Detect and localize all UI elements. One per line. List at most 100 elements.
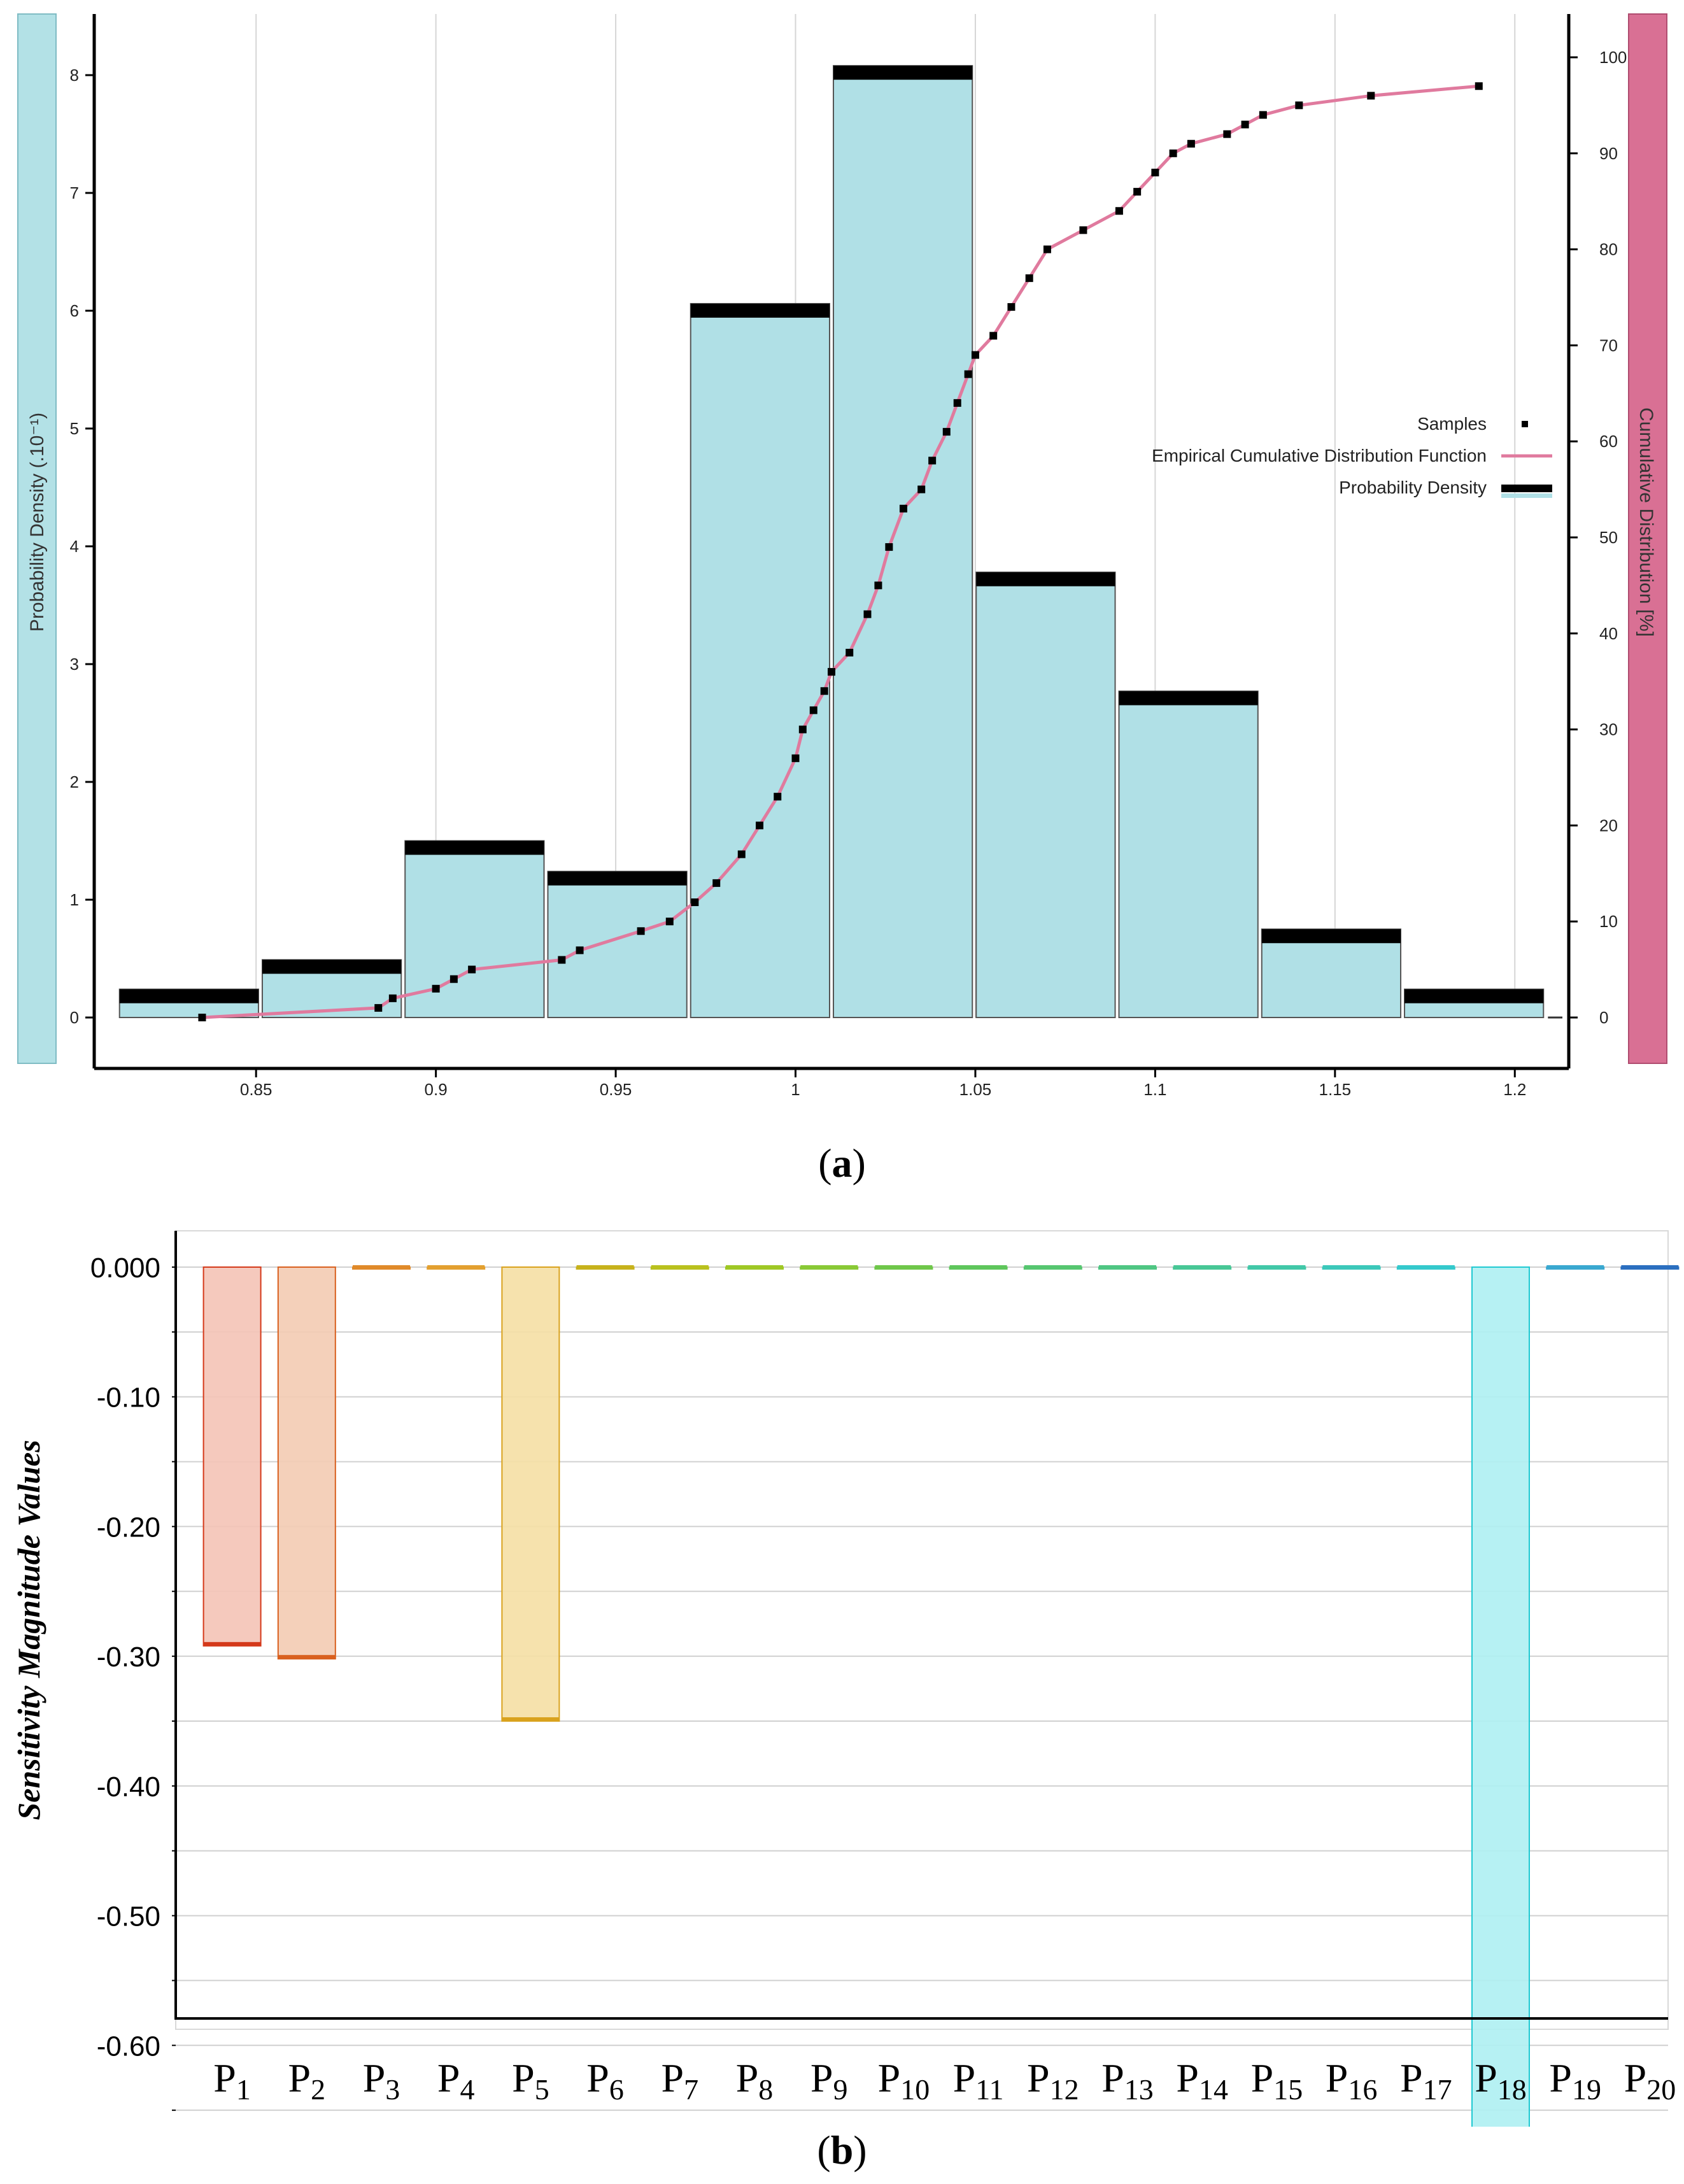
sample-point — [374, 1003, 383, 1012]
x-category-label: P16 — [1326, 2055, 1378, 2106]
sensitivity-bar-edge — [427, 1265, 485, 1269]
histogram-bars — [118, 65, 1562, 1019]
y-left-tick-label: 3 — [70, 655, 79, 674]
sensitivity-bar-edge — [576, 1265, 634, 1269]
sample-point — [1367, 92, 1375, 100]
histogram-bar-cap — [548, 871, 687, 886]
sample-point — [809, 706, 817, 714]
legend-marker-samples — [1522, 421, 1528, 427]
x-tick-label: 1.05 — [959, 1080, 992, 1095]
y-tick-label: 0.000 — [90, 1252, 160, 1284]
x-tick-label: 1.15 — [1319, 1080, 1352, 1095]
x-tick-label: 1.2 — [1503, 1080, 1526, 1095]
sample-point — [388, 994, 397, 1002]
y-left-tick-label: 2 — [70, 772, 79, 791]
sample-point — [828, 668, 835, 676]
y-left-tick-label: 0 — [70, 1008, 79, 1027]
y-tick-label: -0.30 — [97, 1642, 160, 1673]
legend-marker-density-fill — [1501, 493, 1552, 498]
legend: Samples Empirical Cumulative Distributio… — [1152, 414, 1552, 498]
left-axis-band — [17, 13, 57, 1064]
x-category-subscript: 7 — [684, 2073, 698, 2106]
x-category-subscript: 13 — [1124, 2073, 1154, 2106]
sample-point — [1169, 149, 1177, 157]
sample-point — [863, 610, 872, 618]
sample-point — [928, 457, 937, 465]
x-category-subscript: 3 — [385, 2073, 400, 2106]
x-category-label: P10 — [878, 2055, 930, 2106]
sensitivity-bar-edge — [1546, 1265, 1604, 1269]
sample-point — [712, 879, 721, 887]
x-category-label: P15 — [1251, 2055, 1303, 2106]
x-category-base: P — [1549, 2055, 1572, 2101]
sensitivity-bar-edge — [875, 1265, 933, 1269]
sample-point — [1259, 111, 1267, 119]
sensitivity-bar-edge — [1397, 1265, 1455, 1269]
x-tick-label: 0.9 — [425, 1080, 448, 1095]
sensitivity-bar — [501, 1266, 560, 1722]
sample-point — [917, 485, 926, 493]
sample-point — [1241, 120, 1249, 129]
x-category-labels: P1 P2 P3 P4 P5 P6 P7 P8 P9 P10 P11 P12 P13 P14 P15 P16 P… — [213, 2055, 1676, 2106]
y-right-tick-label: 20 — [1599, 816, 1618, 835]
x-category-subscript: 1 — [236, 2073, 251, 2106]
x-category-label: P12 — [1027, 2055, 1079, 2106]
histogram-bar-cap — [1261, 929, 1401, 944]
y-tick-label: -0.40 — [97, 1771, 160, 1803]
y-right-tick-label: 80 — [1599, 240, 1618, 259]
x-category-base: P — [586, 2055, 609, 2101]
x-category-label: P3 — [363, 2055, 400, 2106]
histogram-bar — [1118, 690, 1259, 1019]
histogram-bar — [975, 571, 1116, 1018]
sensitivity-bar-chart: Sensitivity Magnitude Values 0.000 -0.10 -… — [11, 1230, 1680, 2184]
x-category-label: P2 — [288, 2055, 326, 2106]
sample-point — [1475, 82, 1483, 90]
y-right-tick-label: 30 — [1599, 720, 1618, 739]
sensitivity-bar-edge — [278, 1655, 336, 1659]
sample-point — [691, 898, 699, 907]
sample-point — [1043, 245, 1051, 253]
histogram-bar — [547, 870, 688, 1018]
x-category-subscript: 6 — [609, 2073, 624, 2106]
y-left-tick-label: 8 — [70, 66, 79, 85]
y-left-tick-label: 6 — [70, 301, 79, 320]
x-category-subscript: 11 — [975, 2073, 1003, 2106]
x-category-label: P1 — [213, 2055, 251, 2106]
sample-point — [820, 687, 828, 695]
x-category-subscript: 4 — [460, 2073, 474, 2106]
x-tick-label: 1 — [791, 1080, 800, 1095]
x-category-subscript: 18 — [1497, 2073, 1527, 2106]
x-category-subscript: 2 — [311, 2073, 325, 2106]
x-category-label: P5 — [512, 2055, 549, 2106]
x-tick-label: 0.95 — [600, 1080, 632, 1095]
x-category-base: P — [953, 2055, 976, 2101]
x-category-label: P17 — [1400, 2055, 1452, 2106]
sample-point — [774, 793, 782, 801]
x-category-base: P — [1101, 2055, 1124, 2101]
x-category-label: P20 — [1624, 2055, 1676, 2106]
histogram-bar-cap — [833, 66, 973, 80]
histogram-bar — [833, 65, 973, 1019]
sensitivity-bar — [277, 1266, 336, 1660]
sample-point — [874, 581, 882, 590]
sample-point — [885, 543, 893, 551]
sample-point — [449, 975, 458, 983]
x-category-subscript: 19 — [1572, 2073, 1601, 2106]
x-category-label: P9 — [810, 2055, 848, 2106]
x-category-subscript: 12 — [1050, 2073, 1079, 2106]
probability-density-chart: Probability Density (.10⁻¹) Cumulative D… — [17, 13, 1667, 1099]
x-category-base: P — [736, 2055, 759, 2101]
y-tick-label: -0.10 — [97, 1382, 160, 1414]
sample-point — [737, 850, 746, 858]
x-category-base: P — [1176, 2055, 1199, 2101]
sample-point — [1151, 168, 1159, 176]
gridlines — [175, 1230, 1669, 2176]
histogram-bar-cap — [119, 989, 258, 1003]
x-category-label: P11 — [953, 2055, 1004, 2106]
x-category-label: P8 — [736, 2055, 774, 2106]
sample-point — [468, 965, 476, 974]
sample-point — [899, 504, 907, 513]
legend-label-ecdf: Empirical Cumulative Distribution Functi… — [1152, 446, 1487, 465]
sample-point — [1025, 274, 1033, 282]
histogram-bar-cap — [690, 303, 830, 318]
